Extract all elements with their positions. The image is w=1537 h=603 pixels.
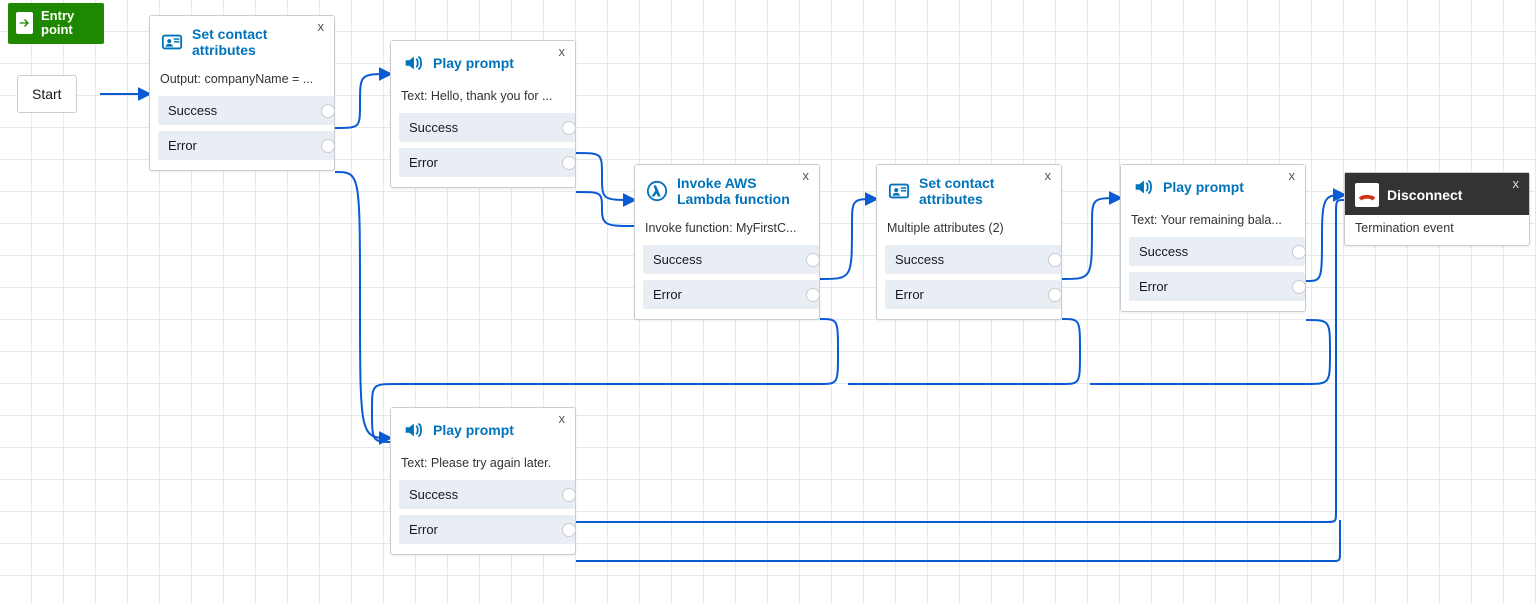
port-success[interactable]: Success xyxy=(1129,237,1305,266)
close-icon[interactable]: x xyxy=(555,410,570,427)
block-desc: Termination event xyxy=(1345,215,1529,245)
port-handle[interactable] xyxy=(806,253,820,267)
port-success[interactable]: Success xyxy=(885,245,1061,274)
port-handle[interactable] xyxy=(321,139,335,153)
port-handle[interactable] xyxy=(562,488,576,502)
port-success[interactable]: Success xyxy=(158,96,334,125)
phone-down-icon xyxy=(1355,183,1379,207)
close-icon[interactable]: x xyxy=(555,43,570,60)
entry-arrow-icon xyxy=(16,12,33,34)
block-title: Play prompt xyxy=(1163,179,1244,195)
port-error[interactable]: Error xyxy=(158,131,334,160)
block-title: Set contact attributes xyxy=(919,175,1051,207)
block-set-contact-attributes-2[interactable]: Set contact attributes x Multiple attrib… xyxy=(876,164,1062,320)
block-title: Disconnect xyxy=(1387,187,1462,203)
contact-icon xyxy=(887,179,911,203)
block-invoke-lambda[interactable]: Invoke AWS Lambda function x Invoke func… xyxy=(634,164,820,320)
start-label: Start xyxy=(32,86,62,102)
block-play-prompt-3[interactable]: Play prompt x Text: Please try again lat… xyxy=(390,407,576,555)
port-handle[interactable] xyxy=(1292,280,1306,294)
contact-icon xyxy=(160,30,184,54)
port-handle[interactable] xyxy=(321,104,335,118)
block-desc: Multiple attributes (2) xyxy=(877,215,1061,245)
block-title: Play prompt xyxy=(433,55,514,71)
port-success[interactable]: Success xyxy=(643,245,819,274)
block-set-contact-attributes-1[interactable]: Set contact attributes x Output: company… xyxy=(149,15,335,171)
port-error[interactable]: Error xyxy=(885,280,1061,309)
block-desc: Invoke function: MyFirstC... xyxy=(635,215,819,245)
port-error[interactable]: Error xyxy=(1129,272,1305,301)
close-icon[interactable]: x xyxy=(799,167,814,184)
lambda-icon xyxy=(645,179,669,203)
audio-icon xyxy=(401,418,425,442)
port-success[interactable]: Success xyxy=(399,480,575,509)
block-play-prompt-1[interactable]: Play prompt x Text: Hello, thank you for… xyxy=(390,40,576,188)
block-play-prompt-2[interactable]: Play prompt x Text: Your remaining bala.… xyxy=(1120,164,1306,312)
port-error[interactable]: Error xyxy=(399,515,575,544)
audio-icon xyxy=(1131,175,1155,199)
port-handle[interactable] xyxy=(1292,245,1306,259)
close-icon[interactable]: x xyxy=(1041,167,1056,184)
port-handle[interactable] xyxy=(562,121,576,135)
close-icon[interactable]: x xyxy=(1509,175,1524,192)
block-desc: Output: companyName = ... xyxy=(150,66,334,96)
block-title: Play prompt xyxy=(433,422,514,438)
block-desc: Text: Your remaining bala... xyxy=(1121,207,1305,237)
port-handle[interactable] xyxy=(562,156,576,170)
block-title: Invoke AWS Lambda function xyxy=(677,175,809,207)
entry-point-label: Entry point xyxy=(41,9,94,38)
audio-icon xyxy=(401,51,425,75)
port-error[interactable]: Error xyxy=(399,148,575,177)
port-handle[interactable] xyxy=(806,288,820,302)
block-desc: Text: Hello, thank you for ... xyxy=(391,83,575,113)
close-icon[interactable]: x xyxy=(314,18,329,35)
block-desc: Text: Please try again later. xyxy=(391,450,575,480)
port-handle[interactable] xyxy=(1048,253,1062,267)
start-node[interactable]: Start xyxy=(17,75,77,113)
block-disconnect[interactable]: Disconnect x Termination event xyxy=(1344,172,1530,246)
port-handle[interactable] xyxy=(562,523,576,537)
port-handle[interactable] xyxy=(1048,288,1062,302)
block-title: Set contact attributes xyxy=(192,26,324,58)
port-error[interactable]: Error xyxy=(643,280,819,309)
port-success[interactable]: Success xyxy=(399,113,575,142)
entry-point-badge: Entry point xyxy=(8,3,104,44)
close-icon[interactable]: x xyxy=(1285,167,1300,184)
